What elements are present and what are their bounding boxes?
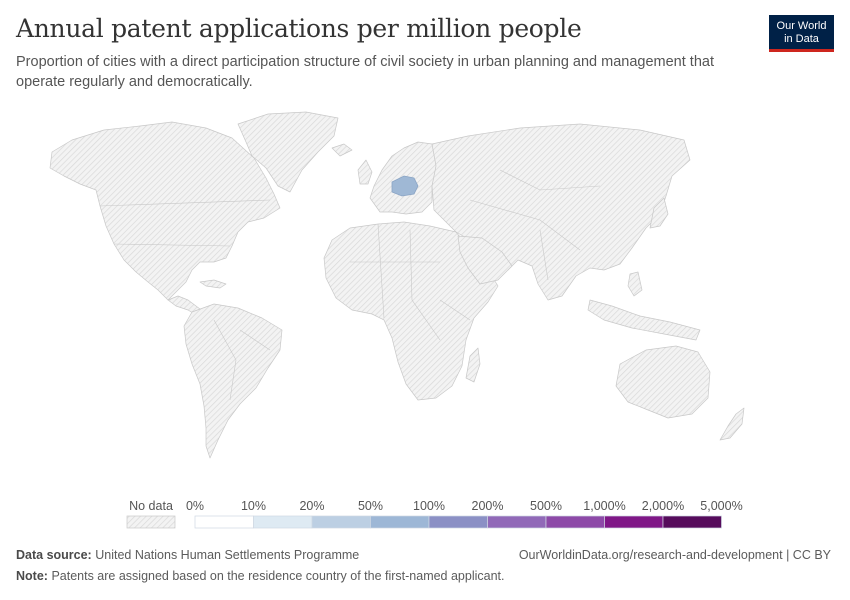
chart-note: Note: Patents are assigned based on the … bbox=[16, 569, 505, 583]
region-caribbean[interactable] bbox=[199, 279, 227, 289]
legend-bin-swatch[interactable] bbox=[253, 515, 313, 529]
legend-bin-swatch[interactable] bbox=[370, 515, 430, 529]
country-new-zealand[interactable] bbox=[719, 407, 745, 441]
region-africa[interactable] bbox=[323, 221, 499, 401]
world-map bbox=[49, 111, 745, 459]
country-philippines[interactable] bbox=[627, 271, 643, 297]
chart-title: Annual patent applications per million p… bbox=[16, 14, 582, 43]
note-label: Note: bbox=[16, 569, 48, 583]
legend-bin-swatch[interactable] bbox=[311, 515, 371, 529]
chart-subtitle: Proportion of cities with a direct parti… bbox=[16, 54, 714, 90]
legend-bin-label: 20% bbox=[299, 499, 324, 513]
color-legend: No data 0% 10% 20% 50% 100% 200% 500% 1,000% 2,0… bbox=[126, 499, 743, 529]
note-value: Patents are assigned based on the reside… bbox=[51, 569, 505, 583]
data-source: Data source: United Nations Human Settle… bbox=[16, 548, 359, 562]
legend-bin-swatch[interactable] bbox=[194, 515, 254, 529]
region-southeast-asia[interactable] bbox=[587, 299, 701, 341]
source-url-link[interactable]: OurWorldinData.org/research-and-developm… bbox=[518, 548, 831, 562]
country-australia[interactable] bbox=[615, 345, 711, 419]
owid-logo[interactable]: Our World in Data bbox=[769, 15, 834, 52]
legend-bin-swatch[interactable] bbox=[428, 515, 488, 529]
country-japan[interactable] bbox=[649, 197, 669, 229]
logo-line-1: Our World bbox=[776, 20, 827, 32]
legend-bin-label: 10% bbox=[241, 499, 266, 513]
legend-bin-label: 1,000% bbox=[583, 499, 625, 513]
legend-bin-label: 5,000% bbox=[700, 499, 742, 513]
legend-bin-label: 200% bbox=[472, 499, 504, 513]
legend-bin-swatch[interactable] bbox=[545, 515, 605, 529]
logo-line-2: in Data bbox=[784, 33, 819, 45]
region-north-america[interactable] bbox=[49, 121, 281, 301]
data-source-label: Data source: bbox=[16, 548, 92, 562]
legend-bin-label: 500% bbox=[530, 499, 562, 513]
data-source-value: United Nations Human Settlements Program… bbox=[95, 548, 360, 562]
region-arabia[interactable] bbox=[457, 235, 513, 285]
country-poland[interactable] bbox=[391, 175, 419, 197]
legend-bin-label: 50% bbox=[358, 499, 383, 513]
legend-no-data-label: No data bbox=[129, 499, 173, 513]
legend-bin-swatch[interactable] bbox=[487, 515, 547, 529]
legend-bin-swatch[interactable] bbox=[662, 515, 722, 529]
country-madagascar[interactable] bbox=[465, 347, 481, 383]
legend-bin-swatch[interactable] bbox=[604, 515, 664, 529]
legend-bin-label: 0% bbox=[186, 499, 204, 513]
legend-no-data-swatch bbox=[126, 515, 176, 529]
country-uk[interactable] bbox=[357, 159, 373, 185]
legend-bin-label: 2,000% bbox=[642, 499, 684, 513]
country-borders bbox=[99, 169, 601, 401]
legend-bin-label: 100% bbox=[413, 499, 445, 513]
country-iceland[interactable] bbox=[331, 143, 353, 157]
